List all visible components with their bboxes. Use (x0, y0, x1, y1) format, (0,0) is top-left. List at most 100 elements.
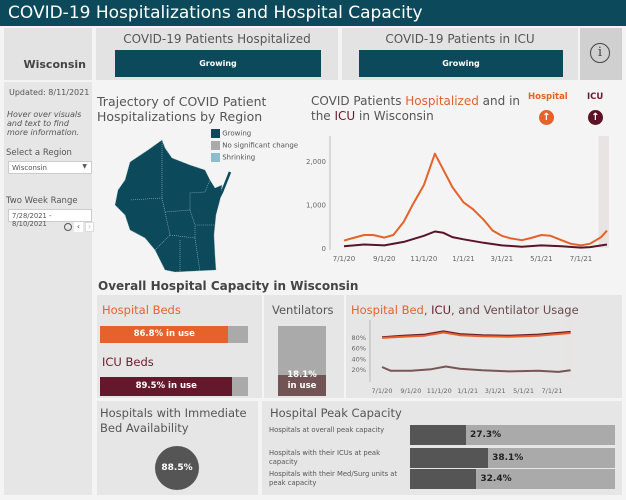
ventilators-value: 18.1% in use (278, 370, 326, 392)
title-hospitalized: Hospitalized (405, 94, 479, 108)
icu-beds-bar[interactable]: 89.5% in use (100, 377, 248, 396)
peak-row-label: Hospitals with their Med/Surg units at p… (269, 470, 398, 487)
range-input[interactable]: 7/28/2021 - 8/10/2021 (8, 209, 92, 228)
title-icu: ICU (334, 109, 356, 123)
x-tick-label: 9/1/20 (373, 255, 396, 263)
next-icon[interactable]: › (85, 222, 94, 232)
info-icon: i (590, 43, 610, 63)
hospitalized-status[interactable]: Growing (115, 50, 321, 77)
region-select-label: Select a Region (6, 148, 72, 158)
series-line-icu (381, 330, 571, 339)
peak-row-fill (410, 448, 489, 468)
peak-row-value: 38.1% (492, 453, 524, 463)
ventilators-bar[interactable]: 18.1% in use (278, 326, 326, 396)
region-header: Wisconsin (4, 28, 92, 80)
usage-title: Hospital Bed, ICU, and Ventilator Usage (351, 303, 579, 317)
map-title: Trajectory of COVID Patient Hospitalizat… (97, 94, 267, 124)
icu-summary: COVID-19 Patients in ICU Growing (342, 28, 578, 80)
title-part: Hospital Bed (351, 303, 424, 317)
peak-panel: Hospital Peak Capacity Hospitals at over… (262, 401, 622, 495)
wisconsin-map[interactable] (110, 130, 250, 275)
ventilators-fill (278, 375, 326, 396)
y-tick-label: 80% (352, 334, 366, 342)
x-tick-label: 5/1/21 (530, 255, 553, 263)
updated-date: Updated: 8/11/2021 (9, 88, 90, 97)
series-line-hospital (343, 152, 608, 247)
peak-row-label: Hospitals with their ICUs at peak capaci… (269, 449, 381, 466)
x-tick-label: 7/1/21 (542, 387, 563, 395)
legend-swatch (211, 129, 220, 138)
region-shape[interactable] (114, 139, 223, 273)
dropdown-arrow-icon: ▼ (82, 163, 87, 170)
map-legend: Growing No significant change Shrinking (211, 129, 298, 165)
x-tick-label: 7/1/21 (570, 255, 593, 263)
title-part: in Wisconsin (355, 109, 434, 123)
peak-row-label: Hospitals at overall peak capacity (269, 426, 385, 434)
peak-row-fill (410, 425, 466, 445)
legend-shrinking: Shrinking (211, 153, 298, 165)
region-name: Wisconsin (23, 58, 86, 71)
peak-row-value: 32.4% (480, 474, 512, 484)
icu-arrow-up-icon: ↑ (588, 110, 603, 125)
x-tick-label: 5/1/21 (513, 387, 534, 395)
hospital-trend-label: Hospital (528, 92, 568, 102)
x-tick-label: 7/1/20 (333, 255, 356, 263)
icu-trend-label: ICU (587, 92, 604, 102)
series-line-ventilator (381, 365, 571, 373)
peak-row-bar[interactable]: 27.3% (410, 425, 615, 445)
y-tick-label: 0 (322, 245, 326, 253)
availability-circle[interactable]: 88.5% (155, 446, 199, 490)
region-select[interactable]: Wisconsin ▼ (8, 161, 92, 174)
legend-label: Growing (222, 129, 252, 138)
hospitalized-summary: COVID-19 Patients Hospitalized Growing (96, 28, 338, 80)
title-part: , and Ventilator Usage (451, 303, 579, 317)
dashboard-title: COVID-19 Hospitalizations and Hospital C… (0, 0, 626, 26)
legend-swatch (211, 141, 220, 150)
series-line-icu (343, 230, 608, 249)
play-circle-icon[interactable] (64, 223, 72, 231)
x-tick-label: 1/1/21 (452, 255, 475, 263)
peak-row-bar[interactable]: 38.1% (410, 448, 615, 468)
highlight-range (598, 136, 609, 248)
ventilators-percent: 18.1% (287, 370, 317, 380)
icu-label: COVID-19 Patients in ICU (385, 32, 535, 46)
title-part: , (423, 303, 432, 317)
hospital-beds-label: Hospital Beds (102, 303, 181, 317)
capacity-section-title: Overall Hospital Capacity in Wisconsin (98, 279, 359, 293)
highlight-range (564, 320, 573, 380)
peak-row-bar[interactable]: 32.4% (410, 469, 615, 489)
y-tick-label: 2,000 (306, 158, 326, 166)
hospital-beds-fill: 86.8% in use (100, 326, 229, 343)
trend-title: COVID Patients Hospitalized and in the I… (311, 94, 526, 124)
ventilators-label: Ventilators (272, 303, 334, 317)
y-tick-label: 20% (352, 366, 366, 374)
icu-status[interactable]: Growing (359, 50, 563, 77)
x-tick-label: 7/1/20 (372, 387, 393, 395)
hospitalized-label: COVID-19 Patients Hospitalized (123, 32, 311, 46)
title-part: and in the (311, 94, 521, 123)
hover-hint: Hover over visuals and text to find more… (7, 110, 82, 137)
legend-label: Shrinking (222, 153, 256, 162)
hospitalization-trend-chart[interactable]: 0 1,000 2,000 7/1/20 9/1/20 11/1/20 1/1/21 3/1/… (300, 130, 620, 275)
x-tick-label: 3/1/21 (491, 255, 514, 263)
hospital-beds-bar[interactable]: 86.8% in use (100, 326, 248, 343)
x-tick-label: 11/1/20 (410, 255, 437, 263)
legend-growing: Growing (211, 129, 298, 141)
x-tick-label: 1/1/21 (457, 387, 478, 395)
y-tick-label: 60% (352, 345, 366, 353)
x-tick-label: 9/1/20 (400, 387, 421, 395)
ventilators-in-use: in use (287, 381, 317, 391)
region-select-value: Wisconsin (12, 164, 47, 172)
info-button[interactable]: i (580, 28, 622, 80)
prev-icon[interactable]: ‹ (74, 222, 83, 232)
y-tick-label: 40% (352, 355, 366, 363)
y-tick-label: 1,000 (306, 202, 326, 210)
door-peninsula (216, 171, 232, 201)
icu-beds-fill: 89.5% in use (100, 377, 233, 396)
usage-chart[interactable]: 20% 40% 60% 80% 7/1/20 9/1/20 11/1/20 1/1/21 3/1… (346, 320, 622, 398)
availability-panel: Hospitals with Immediate Bed Availabilit… (97, 401, 258, 495)
legend-no-change: No significant change (211, 141, 298, 153)
range-label: Two Week Range (6, 196, 78, 206)
x-tick-label: 11/1/20 (427, 387, 452, 395)
ventilators-panel: Ventilators 18.1% in use (264, 295, 344, 398)
